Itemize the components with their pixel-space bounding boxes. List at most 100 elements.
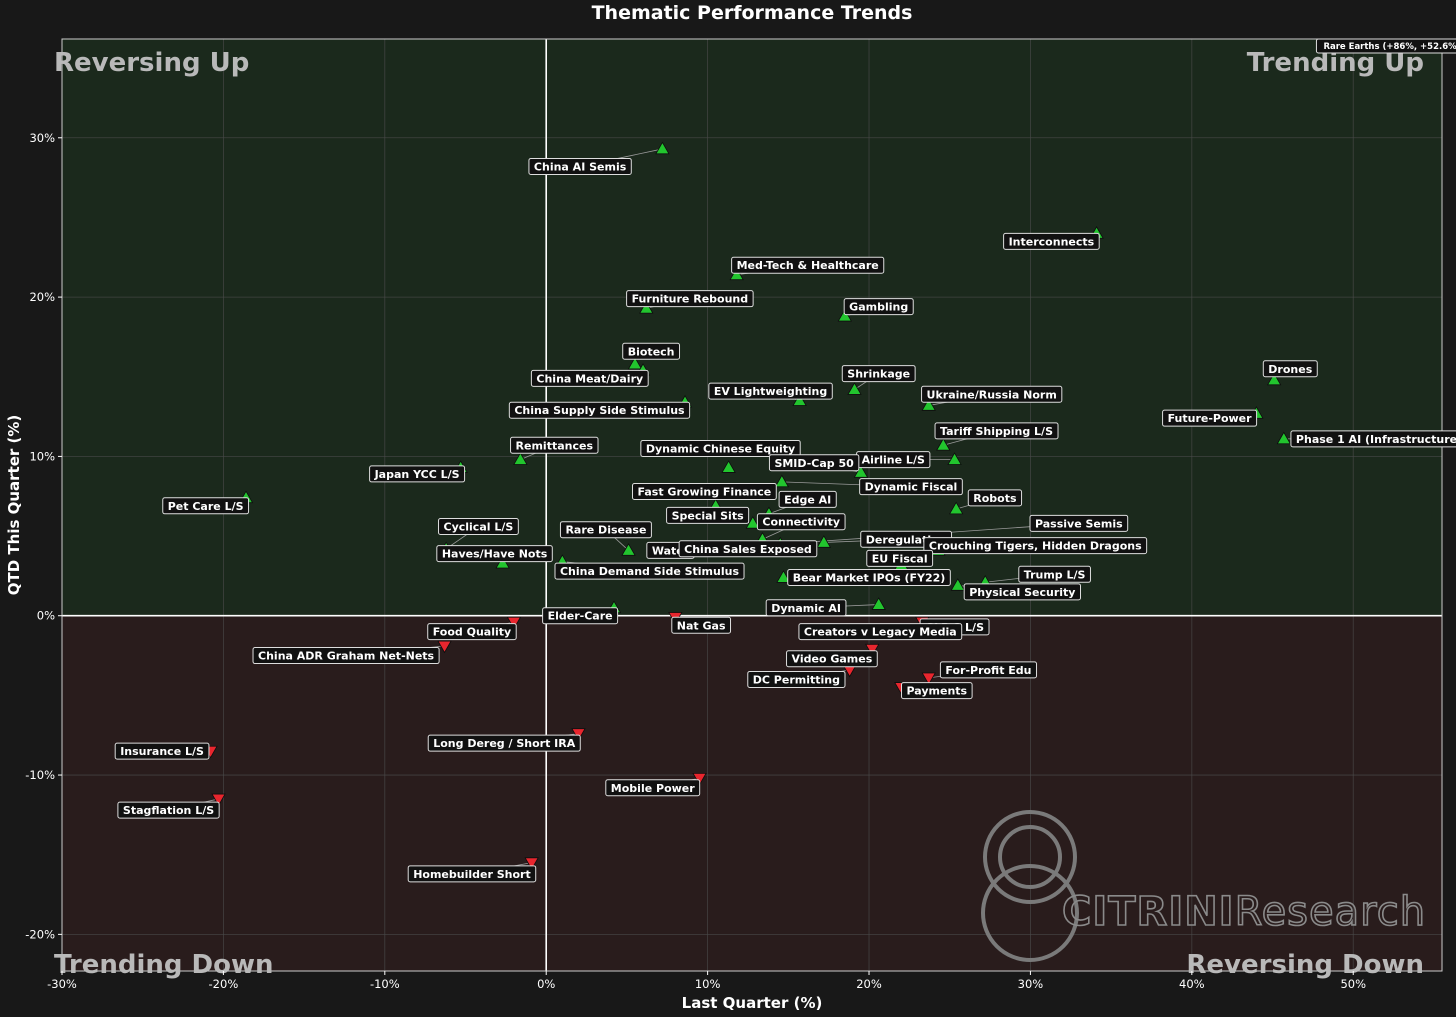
marker-dynamic-chinese-equity: [721, 460, 736, 473]
label-box-elder-care: [542, 607, 619, 625]
label-box-mobile-power: [605, 779, 701, 797]
label-box-physical-security: [963, 583, 1081, 601]
label-special-sits: Special Sits: [672, 509, 745, 522]
marker-remittances: [513, 452, 528, 465]
zero-axis-lines: [62, 39, 1442, 971]
marker-deregulation: [816, 535, 832, 548]
label-edge-ai: Edge AI: [784, 493, 831, 506]
label-box-dynamic-chinese-equity: [640, 439, 801, 457]
logo-ring-lower-icon: [981, 864, 1079, 962]
marker-special-sits: [745, 516, 760, 529]
marker-furniture-rebound: [639, 300, 654, 314]
y-tick-label: 20%: [29, 290, 55, 304]
label-box-ukraine-russia-norm: [921, 385, 1063, 403]
label-box-smid-cap-50: [768, 454, 860, 472]
marker-tariff-shipping-l-s: [936, 437, 951, 451]
label-fast-growing-finance: Fast Growing Finance: [638, 485, 772, 498]
label-homebuilder-short: Homebuilder Short: [413, 868, 531, 881]
quadrant-label-reversing-down: Reversing Down: [1186, 950, 1424, 980]
label-biotech: Biotech: [628, 345, 675, 358]
marker-ev-lightweighting: [792, 393, 807, 406]
x-tick-label: -20%: [209, 977, 239, 991]
label-box-china-ai-semis: [528, 157, 632, 175]
label-phase-1-ai-infrastructure: Phase 1 AI (Infrastructure): [1296, 433, 1456, 446]
offscale-note-text: Rare Earths (+86%, +52.6%): [1323, 42, 1456, 52]
marker-creators-v-legacy-media: [865, 643, 880, 657]
y-tick-label: 10%: [29, 449, 55, 463]
label-box-china-adr-graham-net-nets: [252, 647, 440, 665]
label-box-trump-l-s: [1018, 565, 1091, 583]
label-china-adr-graham-net-nets: China ADR Graham Net-Nets: [258, 650, 435, 663]
marker-smid-cap-50: [853, 465, 869, 478]
y-tick-label: 30%: [29, 131, 55, 145]
marker-china-ai-semis: [655, 141, 670, 155]
label-box-pet-care-l-s: [162, 497, 250, 515]
marker-phase-1-ai-infrastructure: [1276, 431, 1292, 445]
label-furniture-rebound: Furniture Rebound: [632, 293, 749, 306]
label-dynamic-ai: Dynamic AI: [771, 602, 841, 615]
y-tick-label: 0%: [37, 609, 55, 623]
y-axis-ticks: -20% -10% 0% 10% 20% 30%: [25, 131, 62, 941]
label-china-ai-semis: China AI Semis: [534, 160, 627, 173]
logo-ring-inner-icon: [998, 825, 1062, 889]
label-box-ev-lightweighting: [708, 382, 833, 400]
quadrant-label-reversing-up: Reversing Up: [54, 48, 249, 78]
label-drones: Drones: [1268, 363, 1312, 376]
label-china-sales-exposed: China Sales Exposed: [684, 543, 812, 556]
label-remittances: Remittances: [516, 439, 594, 452]
marker-china-adr-graham-net-nets: [437, 640, 452, 654]
label-box-connectivity: [756, 513, 846, 531]
label-dynamic-fiscal: Dynamic Fiscal: [865, 481, 958, 494]
logo-wordmark-part1: CITRINI: [1062, 889, 1235, 935]
plot-frame: [61, 38, 1443, 972]
label-box-stagflation-l-s: [117, 801, 220, 819]
label-creators-v-legacy-media: Creators v Legacy Media: [804, 626, 957, 639]
label-nat-gas: Nat Gas: [677, 619, 726, 632]
label-box-fast-growing-finance: [632, 482, 777, 500]
label-box-homebuilder-short: [407, 865, 537, 883]
x-tick-label: 50%: [1340, 977, 1366, 991]
x-tick-label: 10%: [695, 977, 721, 991]
label-ukraine-russia-norm: Ukraine/Russia Norm: [927, 388, 1057, 401]
label-box-japan-ycc-l-s: [369, 465, 466, 483]
x-tick-label: 30%: [1018, 977, 1044, 991]
x-tick-label: 0%: [537, 977, 555, 991]
label-box-haves-have-nots: [436, 545, 553, 563]
label-box-dynamic-fiscal: [859, 478, 963, 496]
label-china-meat-dairy: China Meat/Dairy: [536, 372, 643, 385]
offscale-note: Rare Earths (+86%, +52.6%): [1315, 38, 1456, 54]
marker-stagflation-l-s: [211, 793, 226, 807]
label-box-bear-market-ipos-fy22: [787, 568, 951, 586]
label-elder-care: Elder-Care: [548, 610, 613, 623]
marker-biotech: [627, 356, 643, 370]
label-eu-fiscal: EU Fiscal: [872, 552, 928, 565]
label-video-games: Video Games: [792, 653, 873, 666]
x-tick-label: 20%: [856, 977, 882, 991]
label-dc-permitting: DC Permitting: [753, 673, 840, 686]
label-box-biotech: [622, 342, 681, 360]
offscale-note-box: [1315, 38, 1456, 54]
upper-half-background: [62, 39, 1442, 616]
label-box-creators-v-legacy-media: [798, 623, 963, 641]
quadrant-label-trending-down: Trending Down: [54, 950, 274, 980]
label-china-supply-side-stimulus: China Supply Side Stimulus: [514, 404, 685, 417]
marker-airline-l-s: [947, 452, 962, 465]
label-box-gambling: [843, 298, 914, 316]
marker-food-quality: [506, 616, 522, 630]
label-box-china-demand-side-stimulus: [554, 562, 745, 580]
label-box-long-dereg-short-ira: [427, 734, 581, 752]
label-physical-security: Physical Security: [969, 586, 1075, 599]
label-box-interconnects: [1003, 232, 1100, 250]
label-box-video-games: [786, 650, 878, 668]
marker-dynamic-fiscal: [774, 474, 790, 488]
y-tick-label: -10%: [25, 768, 55, 782]
marker-haves-have-nots: [495, 555, 510, 569]
label-future-power: Future-Power: [1168, 412, 1253, 425]
label-insurance-l-s: Insurance L/S: [120, 745, 204, 758]
label-dynamic-chinese-equity: Dynamic Chinese Equity: [646, 442, 795, 455]
label-robots: Robots: [973, 492, 1017, 505]
label-long-dereg-short-ira: Long Dereg / Short IRA: [433, 737, 576, 750]
label-box-payments: [901, 682, 973, 700]
marker-robots: [948, 501, 964, 515]
label-haves-have-nots: Haves/Have Nots: [442, 548, 548, 561]
